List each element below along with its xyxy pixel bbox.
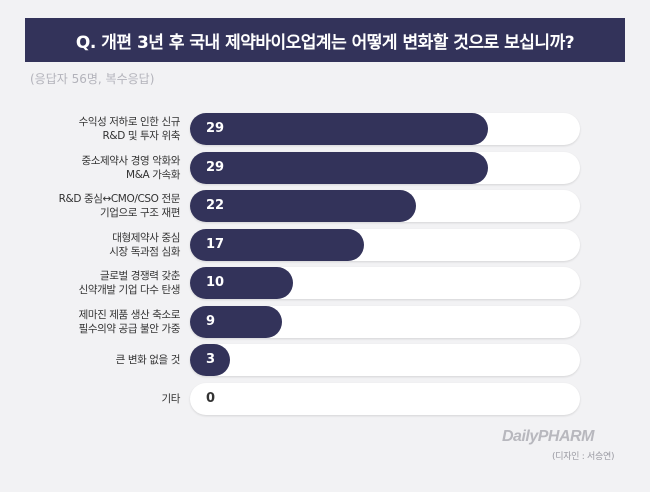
bar-track: 29 [190,113,580,145]
bar [190,190,416,222]
bar-track: 22 [190,190,580,222]
bar-track: 29 [190,151,580,184]
category-label-line: 대형제약사 중심 [112,231,180,244]
data-label: 29 [206,159,225,175]
data-label: 10 [206,275,225,290]
bar [190,151,488,184]
data-label: 0 [206,390,216,406]
category-label-line: 제마진 제품 생산 축소로 [78,308,181,321]
bar-track: 10 [190,267,580,299]
data-label: 29 [206,121,225,136]
bar [190,228,365,261]
category-label-line: M&A 가속화 [126,168,180,181]
category-label-line: 시장 독과점 심화 [109,245,180,258]
chart-subtitle: (응답자 56명, 복수응답) [30,72,155,86]
category-label-line: R&D 중심↔CMO/CSO 전문 [58,193,181,205]
category-label: 수익성 저하로 인한 신규 R&D 및 투자 위축 [10,115,181,143]
bar-track: 17 [190,228,580,261]
category-label-line: 큰 변화 없을 것 [115,354,181,366]
category-label-line: R&D 및 투자 위축 [102,130,181,142]
data-label: 17 [206,236,225,252]
category-label: 기타 [10,392,180,406]
category-label: 중소제약사 경영 악화와 M&A 가속화 [10,154,181,182]
data-label: 3 [206,352,216,367]
bar-track: 3 [190,344,580,376]
category-label-line: 기업으로 구조 재편 [100,207,180,219]
category-label-line: 필수의약 공급 불안 가중 [78,322,181,335]
design-credit: (디자인 : 서승연) [552,452,615,462]
category-label-line: 수익성 저하로 인한 신규 [78,116,181,128]
bar [190,113,488,145]
category-label: 대형제약사 중심 시장 독과점 심화 [10,231,180,259]
bar [190,267,293,299]
bar [190,305,283,338]
data-label: 22 [206,198,225,213]
bar [190,344,230,376]
category-label-line: 기타 [161,392,180,405]
category-label-line: 글로벌 경쟁력 갖춘 [100,270,180,282]
category-label: 큰 변화 없을 것 [10,353,181,367]
bar-track: 0 [190,382,580,415]
bar-track: 9 [190,305,580,338]
data-label: 9 [206,313,216,329]
category-label: 제마진 제품 생산 축소로 필수의약 공급 불안 가중 [10,308,181,336]
chart-title: Q. 개편 3년 후 국내 제약바이오업계는 어떻게 변화할 것으로 보십니까? [25,18,625,62]
dailypharm-logo: DailyPHARM [502,428,594,445]
category-label-line: 중소제약사 경영 악화와 [81,154,181,167]
category-label-line: 신약개발 기업 다수 탄생 [78,284,181,296]
